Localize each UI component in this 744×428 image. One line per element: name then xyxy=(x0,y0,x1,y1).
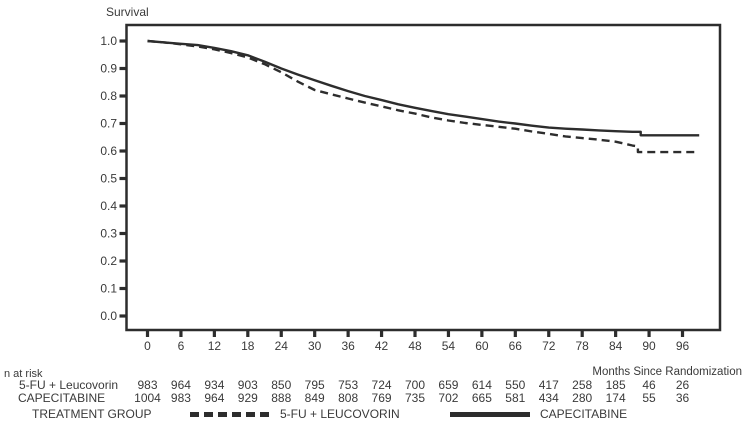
x-axis-tick-label: 48 xyxy=(408,339,422,353)
y-axis-tick-label: 0.5 xyxy=(100,172,117,186)
risk-count: 795 xyxy=(304,378,325,392)
risk-count: 983 xyxy=(170,391,191,405)
legend-label-fu-leucovorin: 5-FU + LEUCOVORIN xyxy=(280,407,400,421)
risk-count: 983 xyxy=(137,378,158,392)
risk-count: 36 xyxy=(675,391,690,405)
risk-count: 185 xyxy=(605,378,626,392)
risk-count: 903 xyxy=(237,378,258,392)
risk-count: 434 xyxy=(538,391,559,405)
x-axis-tick-label: 60 xyxy=(475,339,489,353)
x-axis-tick-label: 66 xyxy=(509,339,523,353)
legend-dashed-line-sample xyxy=(190,412,270,417)
risk-count: 26 xyxy=(675,378,690,392)
risk-count: 888 xyxy=(271,391,292,405)
risk-count: 614 xyxy=(471,378,492,392)
y-axis-tick-label: 0.4 xyxy=(100,199,117,213)
risk-count: 769 xyxy=(371,391,392,405)
x-axis-tick-label: 0 xyxy=(144,339,151,353)
x-axis-tick-label: 78 xyxy=(576,339,590,353)
risk-count: 258 xyxy=(572,378,593,392)
x-axis-tick-label: 18 xyxy=(241,339,255,353)
x-axis-tick-label: 84 xyxy=(609,339,623,353)
x-axis-tick-label: 36 xyxy=(341,339,355,353)
x-axis-tick-label: 24 xyxy=(275,339,289,353)
x-axis-tick-label: 42 xyxy=(375,339,389,353)
risk-count: 753 xyxy=(338,378,359,392)
risk-count: 665 xyxy=(471,391,492,405)
risk-count: 702 xyxy=(438,391,459,405)
risk-count: 280 xyxy=(572,391,593,405)
risk-count: 964 xyxy=(170,378,191,392)
x-axis-tick-label: 6 xyxy=(178,339,185,353)
risk-count: 46 xyxy=(642,378,656,392)
legend-label-capecitabine: CAPECITABINE xyxy=(540,407,628,421)
y-axis-tick-label: 0.0 xyxy=(100,309,117,323)
y-axis-tick-label: 0.9 xyxy=(100,62,117,76)
x-axis-tick-label: 54 xyxy=(442,339,456,353)
risk-count: 934 xyxy=(204,378,225,392)
x-axis-tick-label: 72 xyxy=(542,339,556,353)
x-axis-title: Months Since Randomization xyxy=(592,366,742,378)
survival-curve-5-fu-leucovorin xyxy=(147,39,700,154)
y-axis-tick-label: 0.1 xyxy=(100,282,117,296)
risk-count: 550 xyxy=(505,378,526,392)
y-axis-tick-label: 0.6 xyxy=(100,144,117,158)
risk-count: 1004 xyxy=(134,391,161,405)
n-at-risk-heading: n at risk xyxy=(4,368,43,380)
y-axis-tick-label: 0.7 xyxy=(100,117,117,131)
survival-curve-capecitabine xyxy=(147,39,700,137)
y-axis-title: Survival xyxy=(106,5,149,19)
risk-count: 55 xyxy=(642,391,656,405)
x-axis-tick-label: 30 xyxy=(308,339,322,353)
risk-count: 417 xyxy=(538,378,559,392)
y-axis-tick-label: 0.3 xyxy=(100,227,117,241)
risk-count: 964 xyxy=(204,391,225,405)
risk-row-label-fu-leucovorin: 5-FU + Leucovorin xyxy=(19,378,119,392)
x-axis-tick-label: 90 xyxy=(642,339,656,353)
risk-count: 929 xyxy=(237,391,258,405)
legend-solid-line-sample xyxy=(450,412,530,417)
risk-count: 700 xyxy=(404,378,426,392)
legend-title: TREATMENT GROUP xyxy=(32,407,152,421)
risk-count: 849 xyxy=(304,391,325,405)
risk-count: 581 xyxy=(505,391,526,405)
risk-count: 174 xyxy=(605,391,626,405)
risk-count: 850 xyxy=(271,378,292,392)
risk-count: 724 xyxy=(371,378,392,392)
y-axis-tick-label: 1.0 xyxy=(100,34,117,48)
y-axis-tick-label: 0.8 xyxy=(100,89,117,103)
km-plot-canvas: 0.0 0.1 0.2 0.3 0.4 0.5 0.6 0.7 0.8 0.9 1.0 0 6 12 18 2… xyxy=(100,23,722,353)
risk-count: 808 xyxy=(338,391,359,405)
risk-count: 735 xyxy=(404,391,426,405)
risk-count: 659 xyxy=(438,378,459,392)
risk-row-label-capecitabine: CAPECITABINE xyxy=(18,391,106,405)
y-axis-tick-label: 0.2 xyxy=(100,254,117,268)
x-axis-tick-label: 96 xyxy=(676,339,690,353)
x-axis-tick-label: 12 xyxy=(208,339,222,353)
plot-frame xyxy=(125,23,722,332)
